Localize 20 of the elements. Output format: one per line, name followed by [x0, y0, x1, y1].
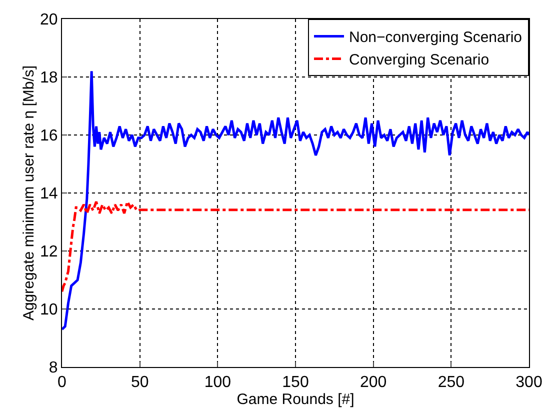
x-tick-label: 50: [130, 374, 149, 392]
x-tick-label: 200: [360, 374, 387, 392]
y-tick-label: 8: [48, 360, 58, 377]
x-axis-title: Game Rounds [#]: [236, 391, 354, 408]
y-tick-label: 16: [40, 128, 58, 145]
y-tick-label: 18: [40, 70, 58, 87]
y-tick-label: 12: [40, 244, 58, 261]
y-tick-label: 10: [40, 302, 58, 319]
x-tick-label: 150: [282, 374, 309, 392]
line-series: [62, 70, 529, 331]
legend-label: Converging Scenario: [349, 52, 490, 69]
x-tick-label: 250: [438, 374, 465, 392]
x-tick-label: 0: [58, 374, 67, 392]
legend-label: Non−converging Scenario: [349, 29, 522, 46]
x-tick-label: 100: [204, 374, 232, 392]
y-tick-label: 20: [40, 12, 58, 29]
y-tick-label: 14: [40, 186, 58, 203]
x-tick-label: 300: [516, 374, 542, 392]
line-series: [62, 200, 529, 293]
y-axis-title: Aggregate minimum user rate η [Mb/s]: [20, 65, 38, 321]
